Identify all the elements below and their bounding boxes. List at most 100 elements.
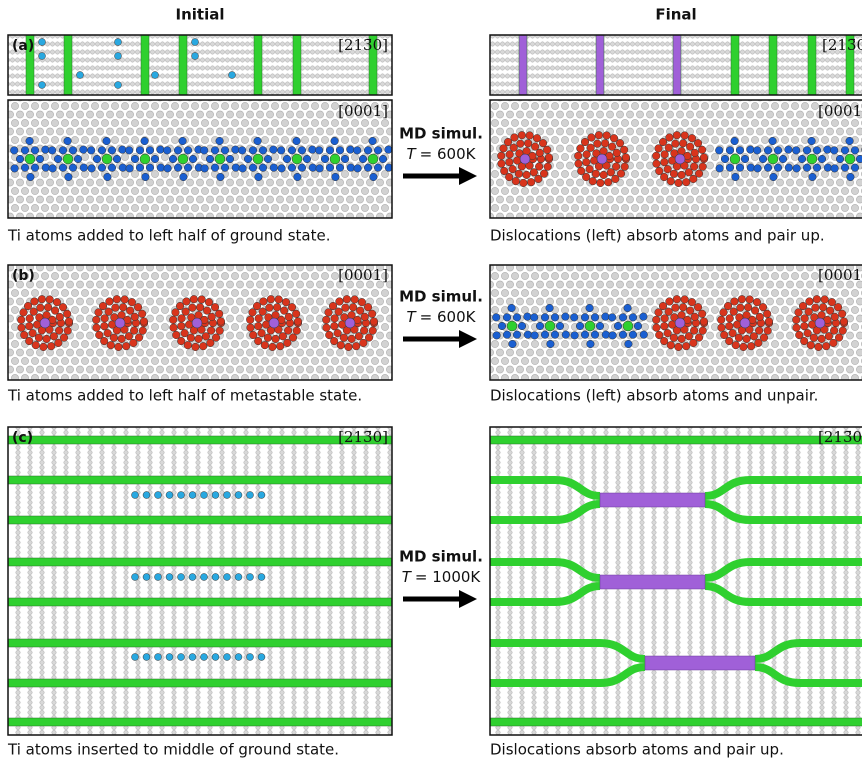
atom <box>69 147 77 155</box>
atom <box>132 654 139 661</box>
atom <box>695 170 703 178</box>
atom <box>39 39 46 46</box>
atom <box>292 154 302 164</box>
atom <box>351 296 359 304</box>
atom <box>556 322 564 330</box>
atom <box>675 343 683 351</box>
atom <box>370 173 378 181</box>
atom <box>682 178 690 186</box>
atom <box>134 303 142 311</box>
atom <box>368 154 378 164</box>
atom <box>342 304 350 312</box>
atom <box>576 322 584 330</box>
atom <box>760 334 768 342</box>
atom <box>724 302 732 310</box>
atom <box>118 335 126 343</box>
atom <box>500 167 508 175</box>
atom <box>132 492 139 499</box>
atom <box>270 146 278 154</box>
atom <box>238 147 246 155</box>
atom <box>174 164 182 172</box>
atom <box>601 140 609 148</box>
atom <box>352 342 360 350</box>
atom <box>726 164 734 172</box>
atom <box>616 139 624 147</box>
atom <box>201 574 208 581</box>
atom <box>178 492 185 499</box>
atom <box>131 155 139 163</box>
atom <box>262 321 270 329</box>
atom <box>99 302 107 310</box>
atom <box>581 331 589 339</box>
atom <box>743 335 751 343</box>
atom <box>224 492 231 499</box>
atom <box>826 307 834 315</box>
atom <box>539 139 547 147</box>
atom <box>216 137 224 145</box>
atom <box>513 314 521 322</box>
caption: Dislocations (left) absorb atoms and unp… <box>490 387 818 405</box>
atom <box>221 147 229 155</box>
atom <box>737 304 745 312</box>
atom <box>309 164 317 172</box>
atom <box>815 343 823 351</box>
atom <box>665 308 673 316</box>
panel-label: (c) <box>12 430 33 446</box>
atom <box>661 322 669 330</box>
atom <box>577 167 585 175</box>
atom <box>541 331 549 339</box>
atom <box>668 321 676 329</box>
atom <box>513 157 521 165</box>
atom <box>207 339 215 347</box>
atom <box>170 324 178 332</box>
atom <box>349 304 357 312</box>
atom <box>142 173 150 181</box>
atom <box>847 173 855 181</box>
atom <box>140 154 150 164</box>
atom <box>774 164 782 172</box>
atom <box>125 333 133 341</box>
atom <box>379 155 387 163</box>
atom <box>26 315 34 323</box>
atom <box>122 342 130 350</box>
atom <box>720 309 728 317</box>
atom <box>731 298 739 306</box>
atom <box>792 316 800 324</box>
atom <box>258 329 266 337</box>
atom <box>629 314 637 322</box>
atom <box>325 309 333 317</box>
atom <box>608 143 616 151</box>
atom <box>655 309 663 317</box>
atom <box>247 324 255 332</box>
atom <box>21 147 29 155</box>
atom <box>698 310 706 318</box>
atom <box>672 304 680 312</box>
atom <box>24 302 32 310</box>
atom <box>492 314 500 322</box>
atom <box>255 315 263 323</box>
atom <box>732 173 740 181</box>
atom <box>755 339 763 347</box>
atom <box>640 331 648 339</box>
atom <box>49 165 57 173</box>
atom <box>678 171 686 179</box>
panel-scene <box>490 265 862 380</box>
background <box>8 427 392 735</box>
atom <box>336 298 344 306</box>
atom <box>337 341 345 349</box>
atom <box>551 331 559 339</box>
panel-scene <box>8 265 392 380</box>
atom <box>273 304 281 312</box>
atom <box>195 335 203 343</box>
atom <box>166 492 173 499</box>
atom <box>700 154 708 162</box>
atom <box>182 308 190 316</box>
atom <box>331 137 339 145</box>
atom <box>60 334 68 342</box>
atom <box>764 147 772 155</box>
atom <box>325 331 333 339</box>
atom <box>343 295 351 303</box>
atom <box>47 342 55 350</box>
atom <box>26 137 34 145</box>
atom <box>184 164 192 172</box>
